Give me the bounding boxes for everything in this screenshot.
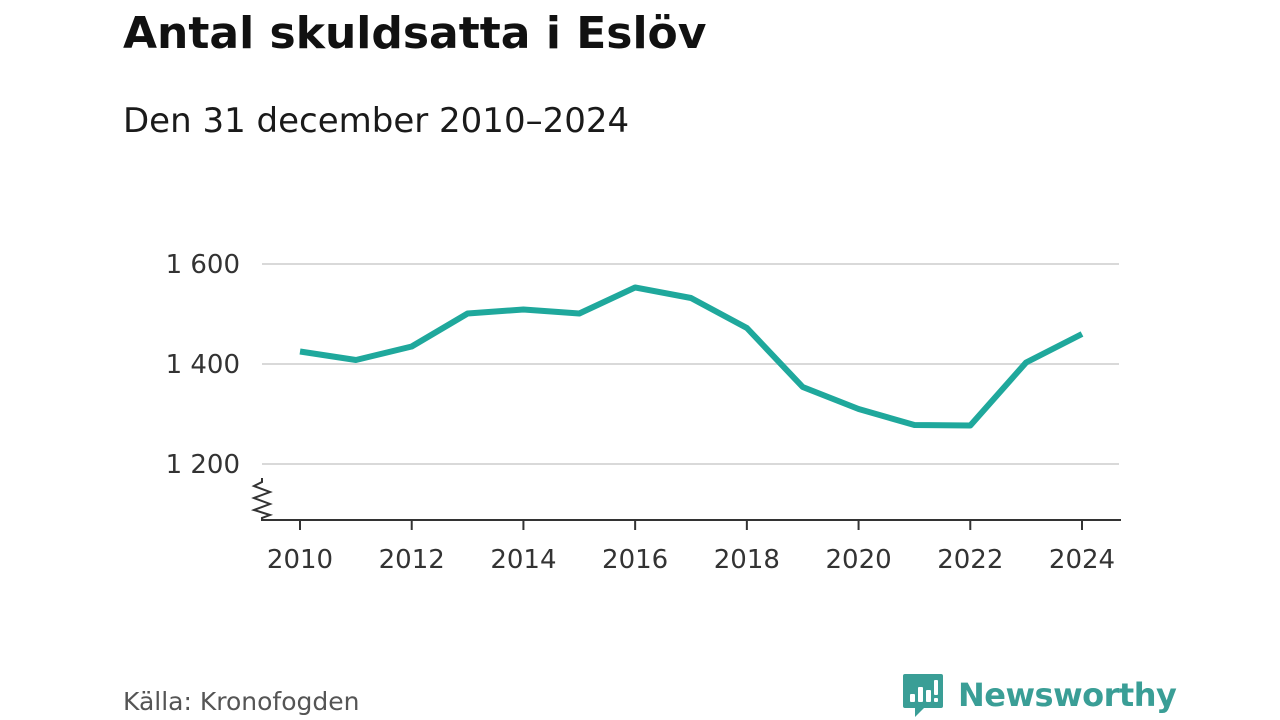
grid-lines	[262, 263, 1119, 465]
y-tick-label: 1 400	[166, 350, 240, 380]
axes	[250, 478, 1121, 521]
newsworthy-logo-icon	[903, 674, 943, 717]
x-ticks: 2010 2012 2014 2016 2018 2020 2022 2024	[267, 520, 1115, 575]
x-tick-label: 2022	[937, 545, 1003, 575]
series-line	[299, 284, 1084, 429]
x-tick-label: 2024	[1049, 545, 1115, 575]
y-tick-label: 1 600	[166, 250, 240, 280]
source-note: Källa: Kronofogden	[123, 687, 360, 716]
x-tick-label: 2010	[267, 545, 333, 575]
brand-logo: Newsworthy	[902, 670, 1177, 720]
brand-name: Newsworthy	[958, 676, 1177, 714]
series	[299, 284, 1084, 429]
x-tick-label: 2018	[714, 545, 780, 575]
x-tick-label: 2012	[379, 545, 445, 575]
chart-title: Antal skuldsatta i Eslöv	[123, 8, 707, 59]
x-tick-label: 2020	[825, 545, 891, 575]
x-tick-label: 2016	[602, 545, 668, 575]
x-tick-label: 2014	[490, 545, 556, 575]
chart-subtitle: Den 31 december 2010–2024	[123, 101, 630, 141]
y-axis-break-icon	[250, 478, 274, 521]
y-ticks: 1 200 1 400 1 600	[166, 250, 240, 480]
y-tick-label: 1 200	[166, 450, 240, 480]
